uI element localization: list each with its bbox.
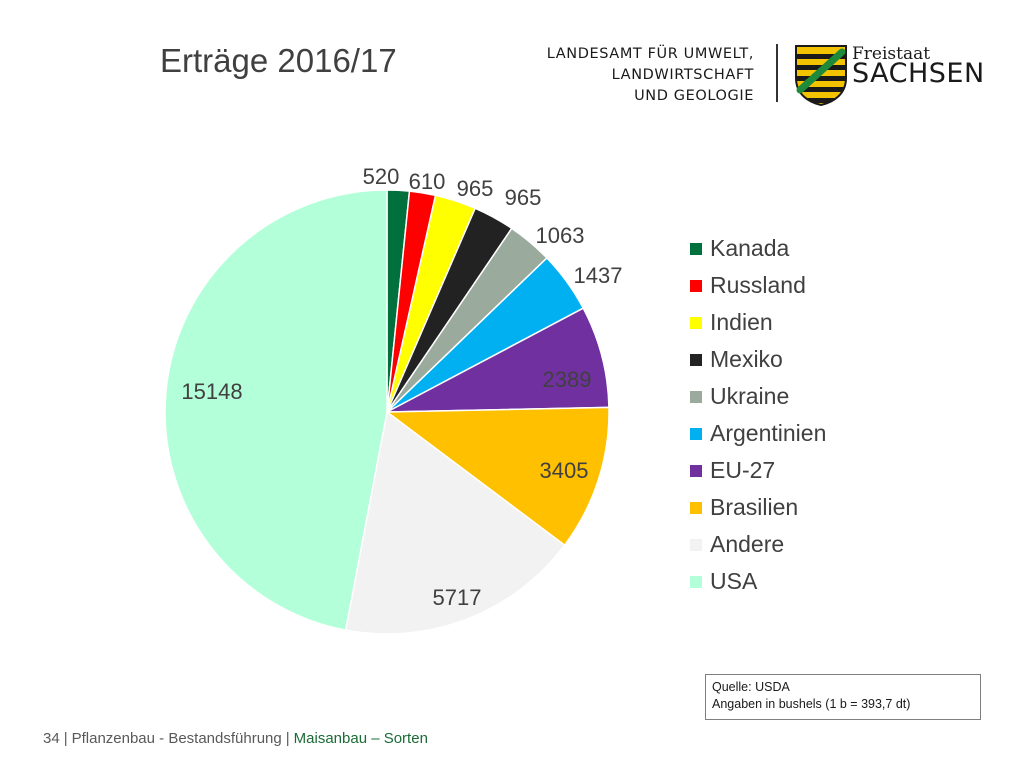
pie-slice-eu-27 <box>386 307 610 413</box>
legend-swatch <box>690 353 702 366</box>
legend-label: Andere <box>710 531 785 557</box>
legend-swatch <box>690 427 702 440</box>
data-label-ukraine: 1063 <box>536 223 585 248</box>
legend-label: Indien <box>710 309 773 335</box>
data-label-usa: 15148 <box>181 379 242 404</box>
legend-swatch <box>690 538 702 551</box>
legend-swatch <box>690 390 702 403</box>
footer-section: Pflanzenbau - Bestandsführung <box>71 730 282 747</box>
legend-item: Indien <box>690 304 826 341</box>
state-name-small: Freistaat <box>852 44 931 64</box>
legend-item: Kanada <box>690 230 826 267</box>
source-line: Quelle: USDA <box>712 680 790 694</box>
saxony-coat-of-arms-icon <box>795 45 847 106</box>
legend-item: Russland <box>690 267 826 304</box>
slide-title: Erträge 2016/17 <box>160 42 397 79</box>
legend-item: Mexiko <box>690 341 826 378</box>
legend-label: Ukraine <box>710 383 790 409</box>
legend-item: Brasilien <box>690 489 826 526</box>
legend-label: EU-27 <box>710 457 776 483</box>
legend-item: Argentinien <box>690 415 826 452</box>
pie-slice-andere <box>344 410 566 635</box>
legend-label: USA <box>710 568 758 594</box>
legend-swatch <box>690 316 702 329</box>
header-divider <box>776 44 778 102</box>
legend-label: Brasilien <box>710 494 799 520</box>
data-label-brasilien: 3405 <box>540 458 589 483</box>
legend-item: EU-27 <box>690 452 826 489</box>
footer: 34 | Pflanzenbau - Bestandsführung | Maisanb… <box>43 730 428 747</box>
data-label-russland: 610 <box>409 169 446 194</box>
pie-slice-brasilien <box>384 406 610 547</box>
legend-item: Andere <box>690 526 826 563</box>
chart-legend: Kanada Russland Indien Mexiko Ukraine Argenti… <box>690 230 826 600</box>
legend-swatch <box>690 464 702 477</box>
agency-line-1: LANDESAMT FÜR UMWELT, <box>546 46 754 62</box>
legend-swatch <box>690 575 702 588</box>
page-number: 34 <box>43 730 60 747</box>
state-name-large: SACHSEN <box>852 58 985 89</box>
data-label-mexiko: 965 <box>505 185 542 210</box>
data-label-andere: 5717 <box>433 585 482 610</box>
legend-label: Russland <box>710 272 806 298</box>
agency-line-3: UND GEOLOGIE <box>634 88 754 104</box>
agency-line-2: LANDWIRTSCHAFT <box>611 67 754 83</box>
legend-label: Argentinien <box>710 420 827 446</box>
footer-topic: Maisanbau – Sorten <box>293 730 428 747</box>
data-label-kanada: 520 <box>363 164 400 189</box>
legend-swatch <box>690 242 702 255</box>
unit-note: Angaben in bushels (1 b = 393,7 dt) <box>712 697 911 711</box>
data-label-indien: 965 <box>457 176 494 201</box>
agency-name: LANDESAMT FÜR UMWELT, LANDWIRTSCHAFT UND… <box>547 44 754 107</box>
legend-swatch <box>690 279 702 292</box>
legend-item: Ukraine <box>690 378 826 415</box>
legend-item: USA <box>690 563 826 600</box>
footer-separator: | <box>63 730 68 747</box>
legend-swatch <box>690 501 702 514</box>
source-box: Quelle: USDA Angaben in bushels (1 b = 3… <box>705 674 981 720</box>
legend-label: Mexiko <box>710 346 783 372</box>
footer-separator: | <box>285 730 290 747</box>
data-label-argentinien: 1437 <box>574 263 623 288</box>
pie-slice-usa <box>164 189 388 631</box>
data-label-eu-27: 2389 <box>543 367 592 392</box>
legend-label: Kanada <box>710 235 790 261</box>
